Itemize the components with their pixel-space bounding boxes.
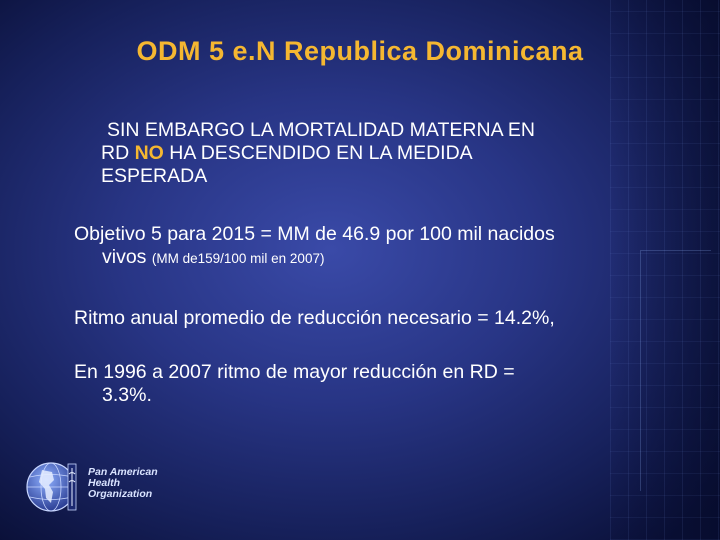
statement-line-1: SIN EMBARGO LA MORTALIDAD MATERNA EN	[107, 119, 536, 141]
decorative-grid-panel	[610, 0, 720, 540]
objective-5-text: Objetivo 5 para 2015 = MM de 46.9 por 10…	[74, 223, 684, 270]
highlight-no: NO	[134, 142, 164, 164]
statement-line-3: ESPERADA	[101, 165, 208, 187]
reduction-line-1: En 1996 a 2007 ritmo de mayor reducción …	[74, 361, 515, 383]
globe-icon	[26, 462, 77, 512]
logo-line-2: Health	[88, 477, 121, 489]
logo-text: Pan American Health Organization	[88, 467, 158, 500]
reduction-line-2: 3.3%.	[102, 384, 152, 406]
objective-line-1: Objetivo 5 para 2015 = MM de 46.9 por 10…	[74, 223, 555, 245]
logo-line-3: Organization	[88, 488, 153, 500]
objective-line-2: vivos (MM de159/100 mil en 2007)	[74, 246, 684, 270]
objective-vivos: vivos	[102, 246, 147, 268]
slide-title: ODM 5 e.N Republica Dominicana	[136, 36, 584, 66]
paho-logo: Pan American Health Organization	[24, 458, 184, 516]
reduction-rate-text: En 1996 a 2007 ritmo de mayor reducción …	[74, 361, 684, 407]
statement-line-2-pre: RD	[101, 142, 135, 164]
objective-note: (MM de159/100 mil en 2007)	[151, 251, 325, 266]
logo-line-1: Pan American	[88, 466, 158, 478]
statement-mortality: SIN EMBARGO LA MORTALIDAD MATERNA EN RD …	[101, 119, 661, 188]
statement-line-2-post: HA DESCENDIDO EN LA MEDIDA	[163, 142, 473, 164]
annual-rate-text: Ritmo anual promedio de reducción necesa…	[74, 307, 684, 330]
annual-rate-line: Ritmo anual promedio de reducción necesa…	[74, 307, 555, 329]
